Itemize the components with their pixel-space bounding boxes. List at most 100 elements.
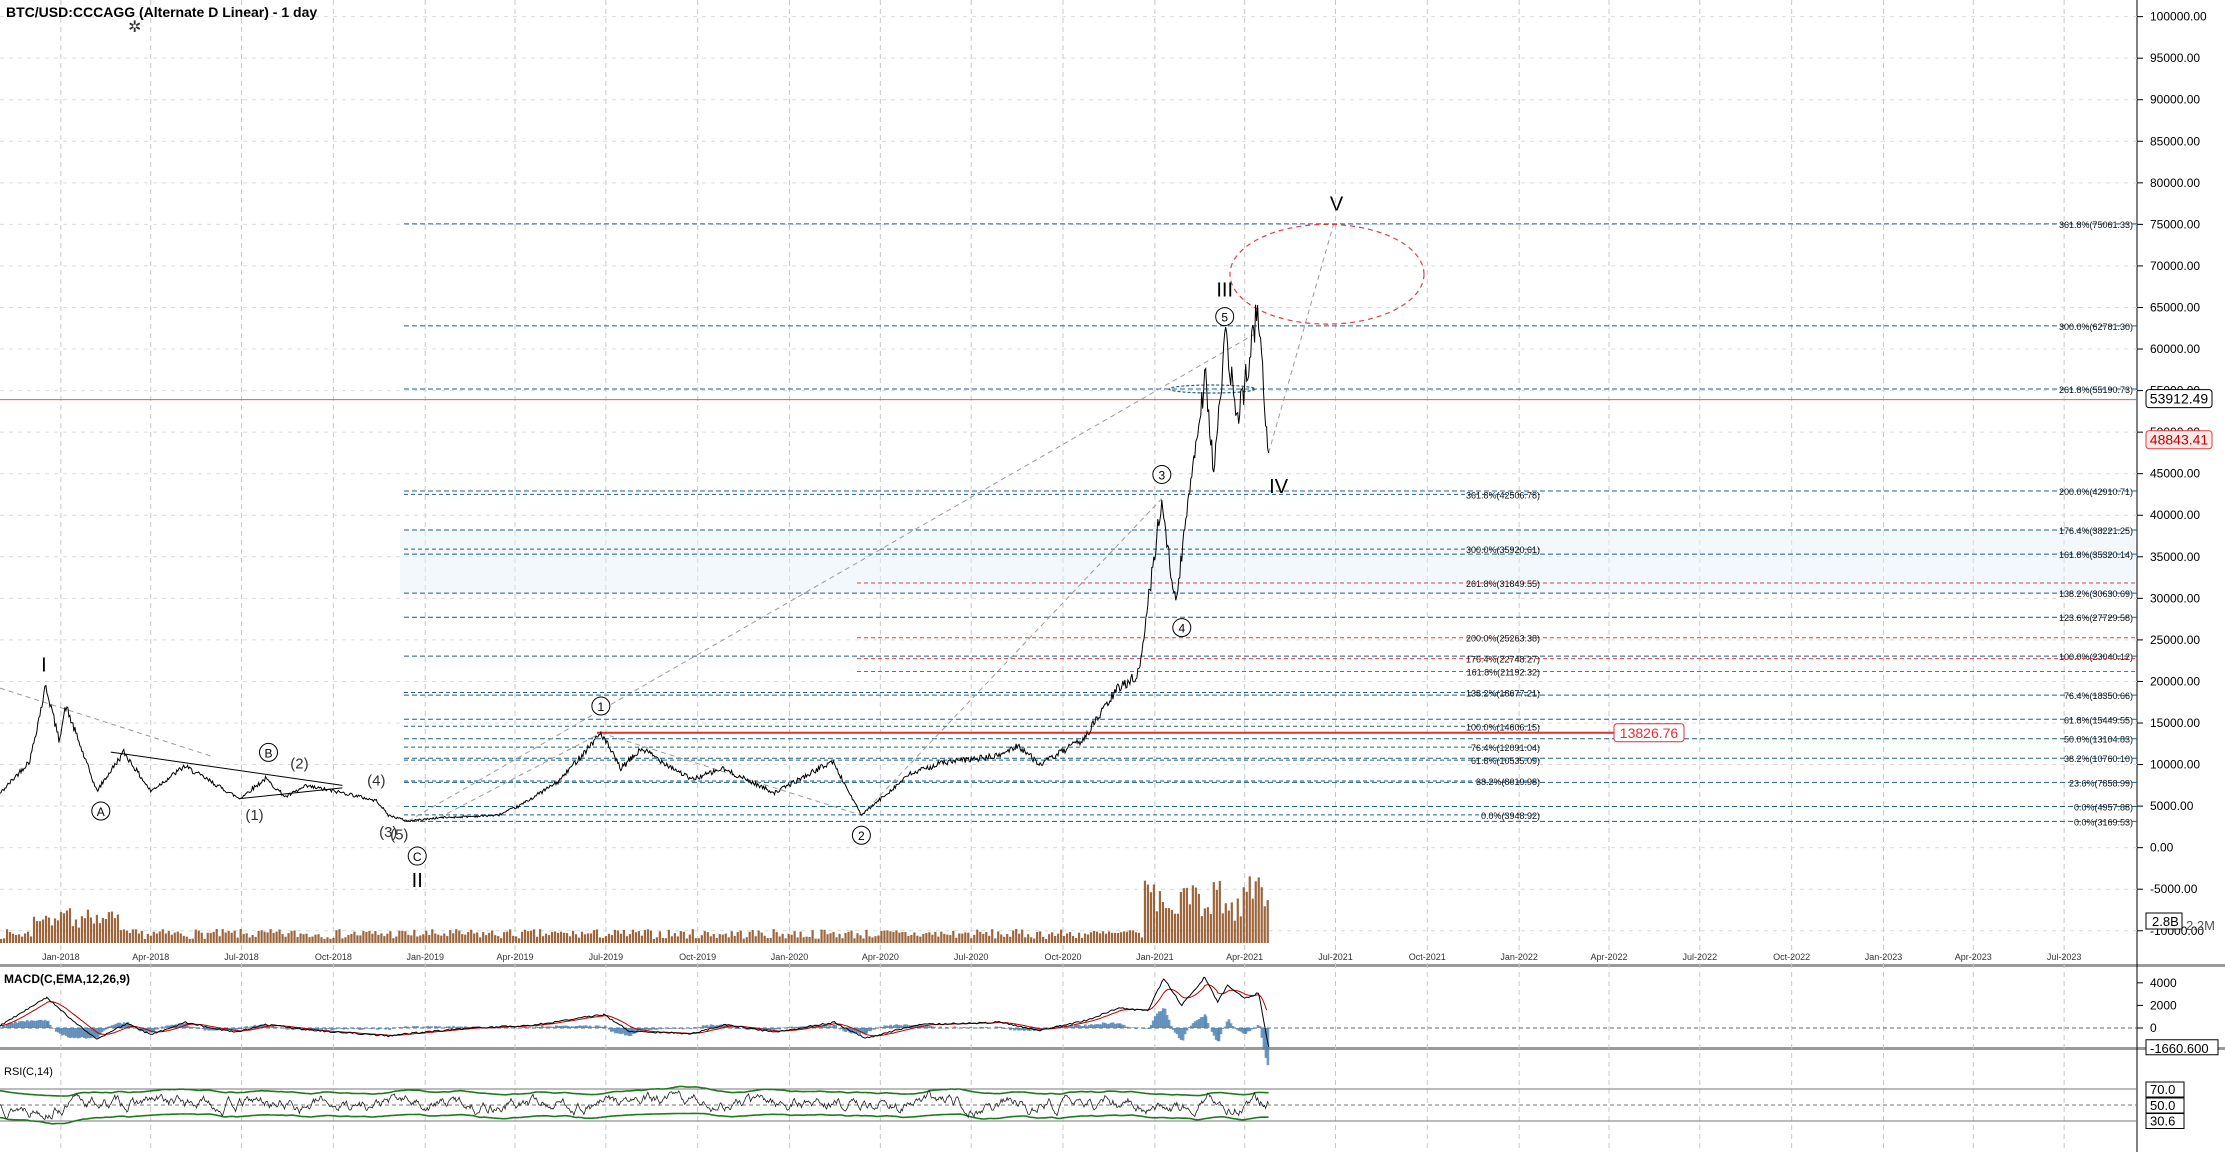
wave-label: 3 [1158,468,1165,482]
volume-bar [595,929,599,943]
macd-hist-bar [617,1028,621,1034]
macd-hist-bar [88,1028,92,1039]
volume-bar [1209,914,1212,943]
volume-bar [751,930,754,943]
volume-bar [221,929,224,943]
macd-hist-bar [1177,1028,1181,1039]
macd-hist-bar [1199,1017,1203,1028]
macd-hist-bar [715,1025,719,1028]
macd-hist-bar [1083,1024,1087,1028]
volume-bar [200,932,203,943]
volume-bar [128,933,131,943]
macd-hist-bar [925,1025,928,1028]
macd-hist-bar [318,1028,322,1029]
macd-hist-bar [446,1026,449,1028]
macd-hist-bar [562,1025,566,1028]
macd-hist-bar [713,1025,717,1028]
macd-hist-bar [118,1022,122,1028]
macd-hist-bar [1191,1023,1195,1028]
macd-hist-bar [297,1028,301,1030]
macd-hist-bar [1029,1028,1032,1031]
macd-hist-bar [526,1027,529,1028]
macd-hist-bar [176,1024,180,1028]
volume-bar [1233,920,1236,943]
volume-bar [949,935,952,943]
macd-hist-bar [576,1025,580,1028]
rsi-value-box [2145,1097,2185,1114]
volume-bar [559,931,563,943]
time-axis[interactable]: Jan-2018 Apr-2018 Jul-2018 Oct-2018 Jan-2019… [42,952,2081,962]
macd-value-box [2145,1039,2219,1056]
volume-bar [164,933,167,943]
volume-bar [1131,930,1135,943]
volume-bar [850,930,853,943]
volume-bar [769,937,772,943]
volume-bar [1164,908,1168,943]
macd-hist-bar [132,1027,136,1028]
macd-hist-bar [669,1028,673,1029]
fib-label-right: 0.0%(4957.88) [2074,802,2133,812]
volume-bars [0,876,1269,943]
volume-bar [934,931,937,943]
macd-hist-bar [205,1028,209,1030]
price-axis[interactable]: 100000.00 95000.00 90000.00 85000.00 80000.0… [2137,10,2207,938]
price-boxes: 53912.49 48843.41 13826.76 2.8B 2.2M [1613,389,2215,933]
macd-tick-label: 4000 [2150,976,2177,990]
macd-hist-bar [1013,1028,1016,1031]
volume-bar [931,934,934,943]
macd-hist-bar [21,1021,25,1028]
volume-bar [994,938,997,943]
macd-hist-bar [231,1028,235,1030]
macd-hist-bar [550,1026,554,1028]
volume-bar [937,936,940,943]
macd-hist-bar [840,1028,844,1030]
macd-hist-bar [1079,1026,1083,1028]
volume-bar [1027,934,1030,943]
volume-bar [1236,898,1239,943]
volume-bar [814,938,817,943]
wave-label-roman: III [1216,280,1233,302]
wave-label: A [97,805,105,819]
volume-bar [709,936,712,943]
macd-hist-bar [611,1028,615,1032]
macd-hist-bar [546,1026,550,1028]
macd-hist-bar [1093,1024,1097,1028]
volume-bar [1215,889,1218,943]
macd-hist-bar [48,1024,52,1028]
volume-bar [191,938,194,943]
macd-hist-bar [368,1028,371,1029]
volume-bar [5,929,9,943]
wave-circle [1152,464,1172,484]
macd-hist-bar [711,1024,715,1028]
volume-bar [1263,906,1266,943]
volume-bar [341,938,344,943]
macd-hist-bar [524,1026,527,1028]
macd-hist-bar [27,1021,31,1028]
macd-hist-bar [0,1028,3,1029]
triangle-line [110,751,343,786]
volume-bar [730,931,733,943]
volume-bar [1197,893,1200,943]
volume-bar [1128,930,1132,943]
macd-hist-bar [544,1026,548,1028]
gear-icon[interactable]: ✲ [128,19,142,36]
volume-bar [541,936,545,943]
macd-hist-bar [929,1026,932,1028]
macd-hist-bar [1183,1028,1187,1035]
macd-hist-bar [548,1026,552,1028]
y-tick-label: 90000.00 [2150,93,2200,107]
macd-hist-bar [619,1028,623,1035]
volume-bar [853,938,856,943]
volume-bar [661,937,664,943]
volume-bar [805,936,808,943]
volume-bar [326,937,329,943]
macd-hist-bar [633,1028,637,1034]
macd-hist-bar [259,1024,263,1028]
macd-hist-bar [261,1024,265,1028]
macd-hist-bar [707,1026,711,1028]
volume-bar [727,937,730,943]
volume-bar [329,938,332,943]
volume-bar [1146,884,1150,943]
macd-hist-bar [842,1028,846,1032]
